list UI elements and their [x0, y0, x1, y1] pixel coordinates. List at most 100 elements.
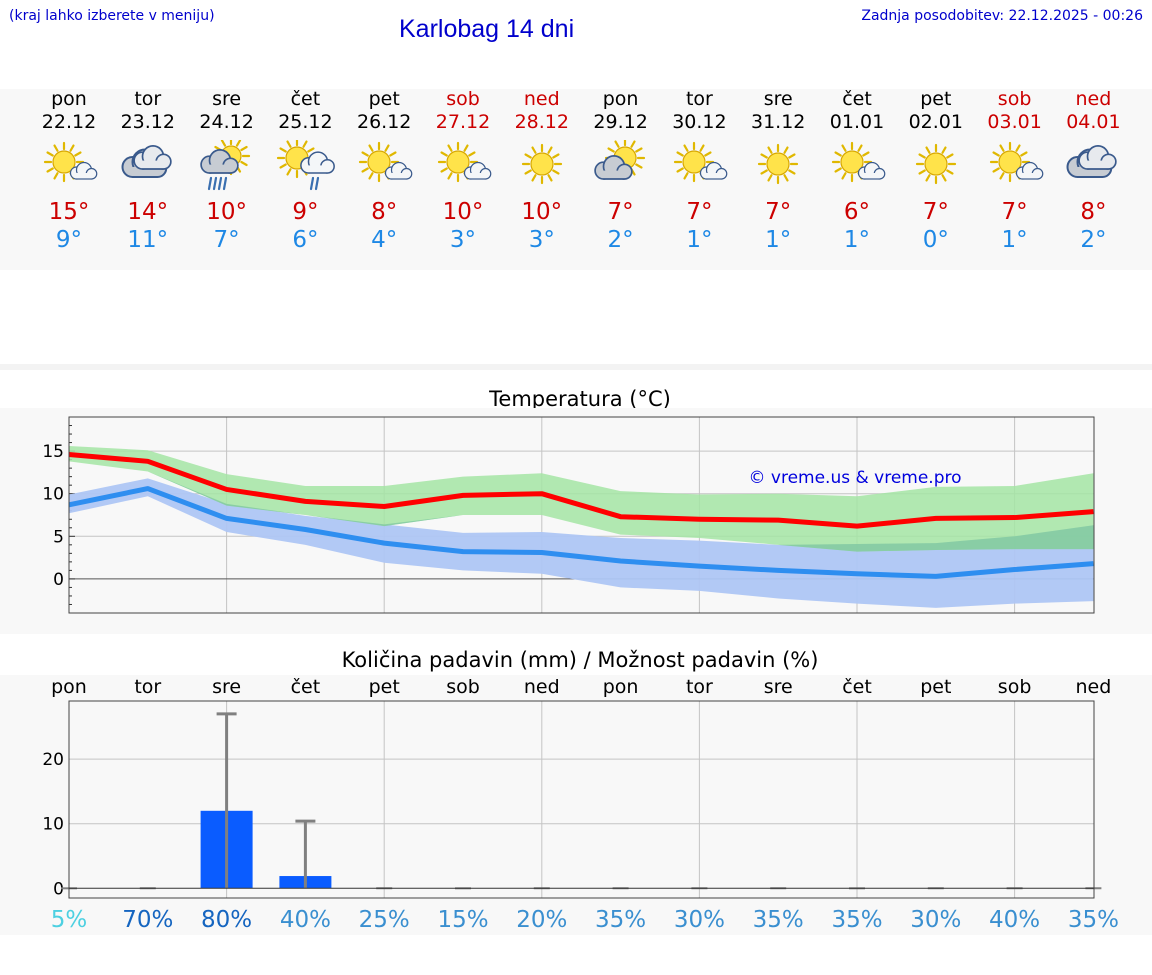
rain-drop [222, 176, 227, 191]
sun-icon [758, 143, 799, 185]
cloud-shape [700, 161, 728, 180]
sun-ray [683, 144, 689, 152]
day-name: sre [212, 88, 242, 110]
max-temperature: 8° [371, 199, 398, 225]
cloud-base [1022, 173, 1038, 179]
sun-ray [788, 169, 796, 175]
sun-rays [43, 141, 85, 183]
sun-disc [924, 152, 948, 176]
rain-drop [217, 176, 222, 191]
min-temperature: 3° [449, 227, 477, 253]
day-column: sre 31.12 7° 1° [738, 88, 818, 254]
sun-ray [998, 144, 1005, 152]
min-temperature: 1° [765, 227, 792, 253]
precip-day-label: pet [369, 676, 400, 698]
sun-ray [683, 172, 689, 180]
max-temperature: 10° [206, 199, 247, 225]
sun-ray [361, 167, 370, 173]
min-temperature: 3° [528, 227, 555, 253]
sun-ray [69, 144, 75, 152]
sun-ray [239, 145, 248, 152]
max-temperature: 7° [686, 199, 713, 225]
sun-rays [521, 143, 562, 185]
sun-ray [384, 144, 390, 152]
day-column: pon 29.12 7° 2° [581, 88, 661, 254]
cloud-base [132, 167, 158, 177]
precip-day-label: tor [686, 676, 713, 698]
sun-rays [758, 143, 799, 185]
plot-frame [68, 700, 1095, 899]
precip-probability-label: 15% [437, 907, 488, 933]
sun-ray [368, 144, 374, 152]
day-date: 27.12 [435, 111, 491, 133]
cloud-shape [463, 161, 492, 180]
day-date: 22.12 [41, 111, 97, 133]
sun-ray [1019, 151, 1028, 157]
precip-probability-label: 30% [910, 907, 961, 933]
sun-ray [834, 151, 842, 157]
sun-ray [239, 160, 248, 167]
day-date: 04.01 [1066, 111, 1121, 133]
sun-ray [941, 174, 947, 182]
sun-ray [634, 163, 643, 169]
sun-ray [699, 144, 705, 152]
sun-ray [547, 174, 553, 182]
day-name: pon [602, 88, 639, 110]
day-date: 23.12 [120, 111, 175, 133]
sun-ray [286, 140, 292, 148]
day-date: 30.12 [672, 111, 727, 133]
sun-ray [834, 167, 842, 173]
sun-ray [634, 147, 643, 153]
day-column: tor 23.12 14° 11° [108, 88, 188, 254]
sun-small-cloud-icon [989, 141, 1043, 183]
sun-icon [521, 143, 562, 185]
icon-group [915, 143, 956, 185]
cloud-base [209, 164, 231, 173]
sun-small-cloud-icon [359, 141, 413, 183]
sun-ray [760, 153, 769, 159]
sun-ray [704, 151, 712, 157]
precip-probability-label: 5% [51, 907, 88, 933]
precip-probability-label: 35% [1068, 907, 1119, 933]
day-name: ned [523, 88, 560, 110]
min-temperature: 1° [686, 227, 713, 253]
sun-ray [676, 167, 685, 173]
precipitation-chart-title: Količina padavin (mm) / Možnost padavin … [341, 648, 819, 672]
day-column: ned 04.01 8° 2° [1053, 88, 1133, 254]
sun-small-cloud-icon [43, 141, 98, 183]
sun-ray [524, 169, 532, 175]
sun-ray [447, 172, 453, 180]
separator [0, 364, 1152, 370]
sun-ray [368, 172, 374, 180]
sun-ray [629, 140, 636, 148]
day-column: sob 03.01 7° 1° [975, 88, 1055, 254]
max-temperature: 8° [1080, 199, 1107, 225]
sun-ray [760, 169, 769, 175]
sun-rays [915, 143, 956, 185]
y-tick-label: 10 [42, 815, 64, 835]
sun-ray [1014, 144, 1021, 152]
sun-ray [992, 167, 1000, 173]
rain-drop [212, 176, 217, 191]
day-date: 25.12 [278, 111, 333, 133]
precip-day-label: tor [134, 676, 161, 698]
max-temperature: 10° [521, 199, 563, 225]
precipitation-chart: pon tor sre čet pet sob ned pon tor sre čet pet sob n… [42, 676, 1119, 933]
min-temperature: 2° [1080, 227, 1107, 253]
max-temperature: 9° [292, 199, 319, 225]
sun-ray [918, 153, 926, 159]
daily-forecast-band [0, 89, 1152, 270]
sun-ray [279, 147, 288, 153]
sun-ray [389, 151, 397, 157]
day-date: 28.12 [514, 111, 569, 133]
plot-frame [68, 416, 1095, 614]
cloud-base [76, 173, 92, 179]
precip-day-label: ned [1076, 676, 1112, 698]
min-temperature-line [68, 486, 1094, 579]
min-temperature: 0° [922, 227, 949, 253]
cloud-shape [593, 155, 633, 180]
sun-ray [998, 172, 1005, 180]
y-tick-label: 20 [42, 750, 64, 770]
day-name: sob [446, 88, 480, 110]
precip-day-label: ned [524, 676, 560, 698]
